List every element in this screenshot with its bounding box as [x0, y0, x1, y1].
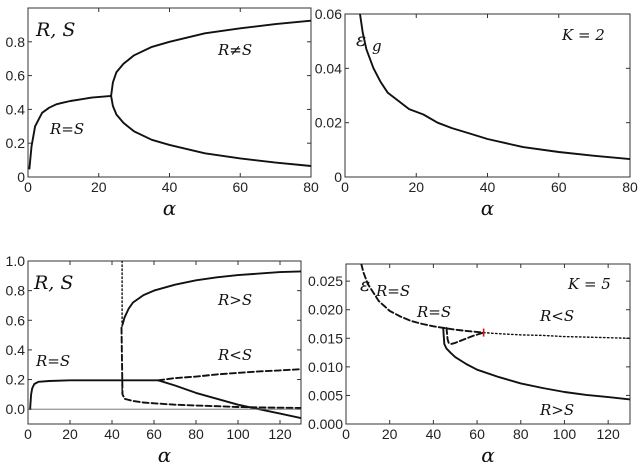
- y-tick-label: 0.005: [308, 387, 343, 403]
- x-tick-label: 40: [104, 426, 120, 442]
- x-axis-label: α: [163, 196, 177, 220]
- series-line-2: [482, 331, 630, 339]
- series-group: [28, 261, 301, 420]
- y-tick-label: 0.04: [315, 60, 342, 76]
- y-tick-label: 0.2: [6, 135, 26, 151]
- series-line-3: [157, 368, 301, 382]
- x-tick-label: 120: [268, 426, 292, 442]
- x-tick-label: 20: [62, 426, 78, 442]
- x-tick-label: 80: [513, 426, 529, 442]
- annotation: R≠S: [217, 41, 252, 59]
- x-tick-label: 60: [469, 426, 485, 442]
- annotation: R=S: [35, 352, 70, 370]
- x-tick-label: 20: [91, 179, 107, 195]
- x-tick-label: 40: [480, 179, 496, 195]
- y-tick-label: 0.6: [6, 312, 26, 328]
- x-tick-label: 120: [596, 426, 620, 442]
- series-line-4: [445, 327, 485, 345]
- annotation: R, S: [33, 272, 73, 294]
- y-tick-label: 0.015: [308, 330, 343, 346]
- x-tick-label: 0: [24, 179, 32, 195]
- y-tick-label: 0: [334, 169, 342, 185]
- x-axis-label: α: [481, 443, 495, 462]
- annotation: R<S: [539, 307, 574, 325]
- x-tick-label: 0: [24, 426, 32, 442]
- plot-frame: [27, 260, 302, 425]
- x-axis-label: α: [158, 443, 172, 462]
- y-tick-label: 1.0: [6, 253, 26, 269]
- series-group: [28, 19, 311, 170]
- series-line-1: [28, 94, 113, 170]
- chart-panel-2: 0 20 40 60 80 0 0.02 0.04 0.06 α ε g K = 2: [315, 6, 638, 220]
- y-tick-label: 0.4: [6, 101, 26, 117]
- chart-panel-4: 0 20 40 60 80 100 120 0.000 0.005 0.010 0.015 0.020…: [308, 263, 631, 462]
- x-tick-label: 60: [146, 426, 162, 442]
- y-tick-label: 0.4: [6, 342, 26, 358]
- series-group: [360, 264, 630, 401]
- x-tick-label: 40: [162, 179, 178, 195]
- y-tick-label: 0.8: [6, 283, 26, 299]
- y-tick-label: 0: [17, 169, 25, 185]
- annotation: ε: [360, 274, 370, 296]
- annotation: K = 2: [561, 26, 605, 44]
- annotation: K = 5: [567, 275, 611, 293]
- y-tick-label: 0.010: [308, 359, 343, 375]
- series-group: [359, 14, 630, 161]
- annotation: R>S: [217, 291, 252, 309]
- y-tick-label: 0.8: [6, 34, 26, 50]
- y-tick-label: 0.2: [6, 372, 26, 388]
- series-line-3: [442, 327, 630, 401]
- series-line-2: [157, 379, 301, 420]
- x-tick-label: 100: [553, 426, 577, 442]
- annotation: R=S: [49, 120, 84, 138]
- y-tick-label: 0.000: [308, 416, 343, 432]
- x-tick-label: 80: [188, 426, 204, 442]
- annotation-subscript: R=S: [375, 282, 410, 300]
- x-tick-label: 80: [622, 179, 638, 195]
- y-tick-label: 0.020: [308, 302, 343, 318]
- annotation: R, S: [35, 19, 75, 41]
- y-tick-label: 0.025: [308, 273, 343, 289]
- x-tick-label: 100: [226, 426, 250, 442]
- annotation: R=S: [416, 303, 451, 321]
- series-line-1: [29, 379, 160, 411]
- x-tick-label: 0: [341, 179, 349, 195]
- annotation-subscript: g: [372, 37, 382, 55]
- x-tick-label: 40: [426, 426, 442, 442]
- annotation: R<S: [217, 346, 252, 364]
- annotation: ε: [356, 29, 366, 51]
- y-tick-label: 0.02: [315, 115, 342, 131]
- x-tick-label: 60: [551, 179, 567, 195]
- x-axis-label: α: [481, 196, 495, 220]
- annotation: R>S: [539, 401, 574, 419]
- plot-frame: [345, 263, 631, 425]
- series-line-3: [110, 94, 311, 167]
- series-line-1: [360, 264, 485, 334]
- chart-panel-3: 0 20 40 60 80 100 120 0.0 0.2 0.4 0.6 0.8 1.0 α R, S R=…: [6, 253, 302, 462]
- x-tick-label: 80: [303, 179, 319, 195]
- x-tick-label: 20: [382, 426, 398, 442]
- series-line-5: [120, 326, 301, 409]
- y-tick-label: 0.0: [6, 401, 26, 417]
- x-tick-label: 0: [342, 426, 350, 442]
- y-tick-label: 0.06: [315, 6, 342, 22]
- chart-panel-1: 0 20 40 60 80 0 0.2 0.4 0.6 0.8 α R, S R=S R≠S: [6, 7, 319, 220]
- x-tick-label: 60: [232, 179, 248, 195]
- series-line-1: [359, 14, 630, 161]
- series-line-4: [121, 270, 301, 326]
- series-line-2: [110, 19, 311, 97]
- x-tick-label: 20: [408, 179, 424, 195]
- y-tick-label: 0.6: [6, 68, 26, 84]
